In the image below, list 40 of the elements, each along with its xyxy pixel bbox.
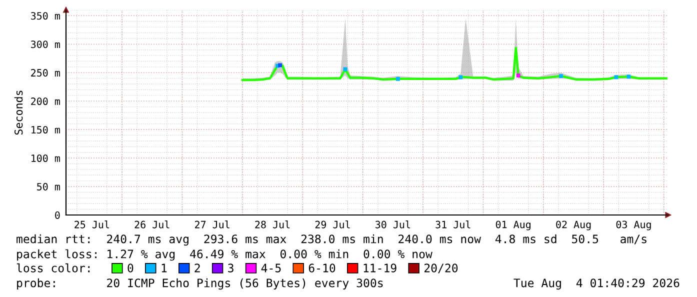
point	[278, 63, 282, 68]
x-tick-label: 30 Jul	[376, 220, 410, 228]
x-tick-label: 01 Aug	[496, 220, 530, 230]
y-tick-label: 150 m	[32, 126, 60, 134]
point	[626, 74, 631, 79]
legend-label: 4-5	[261, 264, 281, 272]
x-tick-label: 02 Aug	[556, 220, 591, 230]
legend-label: 20/20	[424, 264, 458, 274]
point	[458, 75, 463, 80]
text: probe: 20 ICMP Echo Pings (56 Bytes) every 300s	[17, 278, 383, 290]
legend-label: 11-19	[364, 264, 396, 272]
line-series	[241, 46, 668, 82]
y-tick-label: 200 m	[31, 98, 60, 106]
legend-label: 3	[228, 264, 234, 272]
x-tick-label: 25 Jul	[74, 220, 110, 228]
y-axis-title: Seconds	[14, 90, 23, 135]
point	[516, 74, 520, 78]
point	[396, 76, 400, 81]
y-tick-label: 350 m	[31, 12, 60, 20]
x-tick-label: 27 Jul	[195, 220, 230, 228]
legend-title: loss color:	[16, 263, 90, 272]
x-tick-label: 31 Jul	[436, 220, 470, 228]
x-tick-label: 29 Jul	[315, 220, 350, 228]
y-tick-label: 300 m	[31, 40, 60, 48]
x-tick-label: 28 Jul	[255, 220, 290, 228]
point	[614, 75, 618, 80]
legend-label: 6-10	[308, 264, 336, 272]
x-tick-label: 26 Jul	[134, 220, 170, 228]
text: packet loss: 1.27 % avg 46.49 % max 0.00 % min 0.00 % now	[17, 249, 432, 261]
text: median rtt: 240.7 ms avg 293.6 ms max 238.0 ms min 240.0 ms now 4.8 ms sd 50.5 am/s	[16, 234, 646, 246]
legend-label: 2	[194, 264, 200, 272]
y-tick-label: 0	[55, 211, 60, 219]
legend-label: 0	[128, 264, 134, 272]
y-tick-label: 100 m	[32, 154, 60, 162]
y-tick-label: 250 m	[31, 69, 60, 77]
y-tick-label: 50 m	[37, 182, 60, 190]
legend-label: 1	[162, 264, 167, 272]
x-tick-label: 03 Aug	[616, 220, 651, 230]
point	[559, 74, 563, 78]
text: Tue Aug 4 01:40:29 2026	[514, 278, 680, 290]
